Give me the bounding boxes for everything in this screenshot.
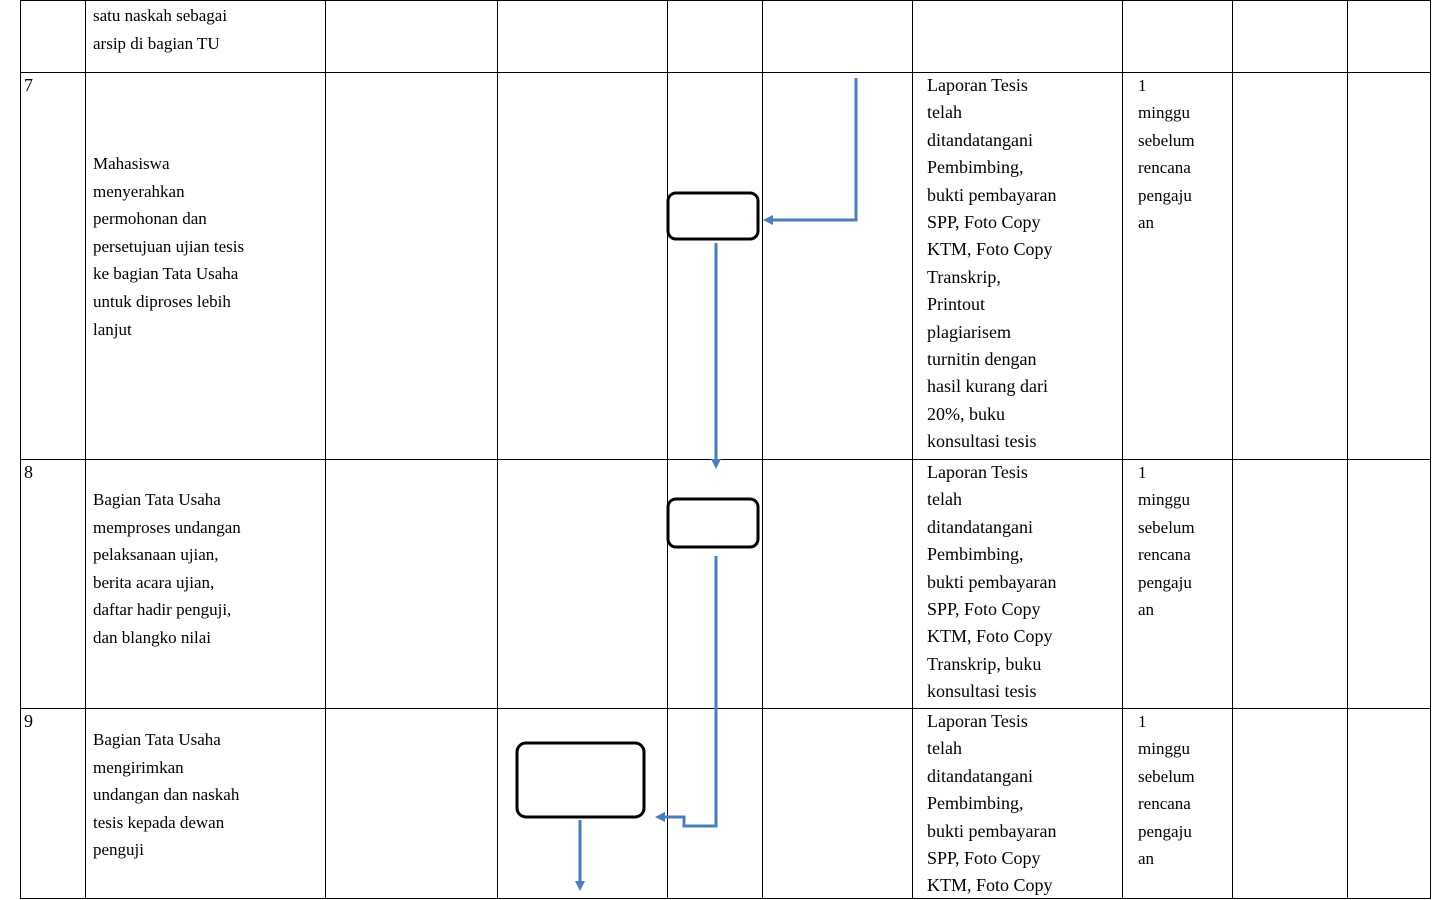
row-divider xyxy=(20,72,1430,73)
column-divider xyxy=(85,0,86,899)
row-divider xyxy=(20,459,1430,460)
column-divider xyxy=(762,0,763,899)
time-cell: 1 minggu sebelum rencana pengaju an xyxy=(1138,712,1195,869)
activity-cell: Bagian Tata Usaha memproses undangan pel… xyxy=(93,490,241,647)
row-number: 9 xyxy=(24,711,33,731)
time-cell: 1 minggu sebelum rencana pengaju an xyxy=(1138,76,1195,233)
row-number: 8 xyxy=(24,462,33,482)
activity-cell: Bagian Tata Usaha mengirimkan undangan d… xyxy=(93,730,240,860)
column-divider xyxy=(497,0,498,899)
row-divider xyxy=(20,708,1430,709)
column-divider xyxy=(1347,0,1348,899)
process-box xyxy=(515,741,646,819)
row-number: 7 xyxy=(24,75,33,95)
flow-arrow xyxy=(763,78,858,225)
column-divider xyxy=(667,0,668,899)
activity-cell: Mahasiswa menyerahkan permohonan dan per… xyxy=(93,154,245,339)
activity-cell: satu naskah sebagai arsip di bagian TU xyxy=(93,6,228,53)
column-divider xyxy=(1232,0,1233,899)
requirements-cell: Laporan Tesis telah ditandatangani Pembi… xyxy=(927,75,1057,452)
column-divider xyxy=(325,0,326,899)
flow-arrow xyxy=(655,556,718,828)
column-divider xyxy=(20,0,21,899)
process-box xyxy=(666,497,760,549)
time-cell: 1 minggu sebelum rencana pengaju an xyxy=(1138,463,1195,620)
column-divider xyxy=(1122,0,1123,899)
requirements-cell: Laporan Tesis telah ditandatangani Pembi… xyxy=(927,711,1057,896)
requirements-cell: Laporan Tesis telah ditandatangani Pembi… xyxy=(927,462,1057,702)
column-divider xyxy=(1430,0,1431,899)
row-divider xyxy=(20,0,1430,1)
process-box xyxy=(666,191,760,241)
column-divider xyxy=(912,0,913,899)
